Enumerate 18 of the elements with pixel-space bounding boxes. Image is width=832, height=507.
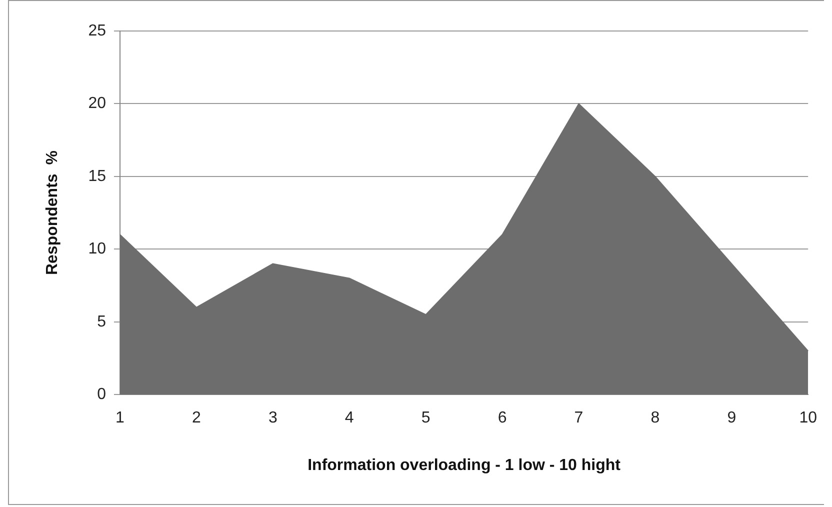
y-tick-label: 25 <box>88 22 106 40</box>
y-axis-title: Respondents % <box>44 150 62 276</box>
y-tick-label: 20 <box>88 95 106 112</box>
x-tick-label: 10 <box>799 410 818 427</box>
x-tick-label: 2 <box>192 410 201 427</box>
x-tick-label: 9 <box>727 410 736 427</box>
x-axis-title: Information overloading - 1 low - 10 hight <box>308 456 622 474</box>
x-tick-label: 3 <box>268 410 278 427</box>
x-tick-label: 1 <box>116 410 125 427</box>
x-tick-label: 7 <box>574 410 584 427</box>
y-tick-label: 15 <box>88 168 106 185</box>
x-tick-label: 4 <box>344 410 354 427</box>
x-tick-label: 8 <box>650 410 660 427</box>
x-tick-label: 5 <box>421 410 430 427</box>
x-tick-label: 6 <box>498 410 507 427</box>
y-tick-label: 10 <box>88 240 106 258</box>
y-tick-label: 0 <box>97 386 106 404</box>
y-tick-label: 5 <box>97 313 106 330</box>
